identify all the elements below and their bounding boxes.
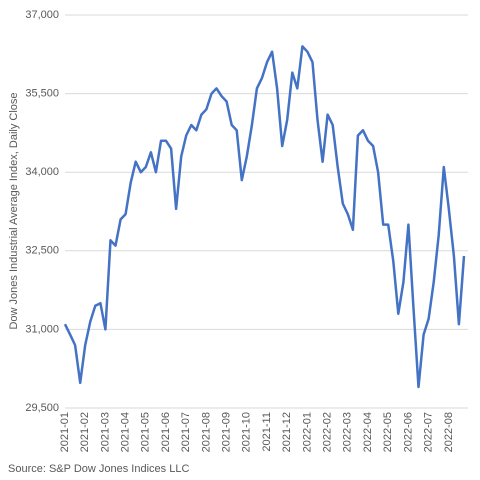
x-tick-label: 2021-03 (99, 412, 111, 452)
x-tick-label: 2021-02 (79, 412, 91, 452)
x-tick-label: 2021-06 (160, 412, 172, 452)
x-tick-label: 2022-05 (382, 412, 394, 452)
x-tick-label: 2021-12 (281, 412, 293, 452)
x-tick-label: 2021-01 (59, 412, 71, 452)
x-tick-label: 2021-08 (200, 412, 212, 452)
x-tick-label: 2022-06 (402, 412, 414, 452)
y-tick-label: 31,000 (25, 323, 59, 335)
y-tick-label: 32,500 (25, 245, 59, 257)
x-tick-label: 2022-07 (423, 412, 435, 452)
x-tick-label: 2021-04 (120, 412, 132, 452)
x-tick-label: 2021-11 (261, 412, 273, 452)
x-tick-label: 2021-07 (180, 412, 192, 452)
x-tick-label: 2022-01 (301, 412, 313, 452)
x-tick-label: 2021-05 (140, 412, 152, 452)
data-line (63, 45, 466, 389)
x-tick-label: 2022-02 (322, 412, 334, 452)
y-tick-label: 35,500 (25, 88, 59, 100)
y-tick-label: 29,500 (25, 402, 59, 414)
x-tick-label: 2022-03 (342, 412, 354, 452)
y-tick-label: 37,000 (25, 9, 59, 21)
x-tick-label: 2022-08 (443, 412, 455, 452)
y-axis-label: Dow Jones Industrial Average Index, Dail… (8, 92, 20, 329)
x-tick-label: 2022-04 (362, 412, 374, 452)
x-tick-label: 2021-09 (221, 412, 233, 452)
y-tick-label: 34,000 (25, 166, 59, 178)
x-tick-label: 2021-10 (241, 412, 253, 452)
source-note: Source: S&P Dow Jones Indices LLC (8, 463, 189, 475)
